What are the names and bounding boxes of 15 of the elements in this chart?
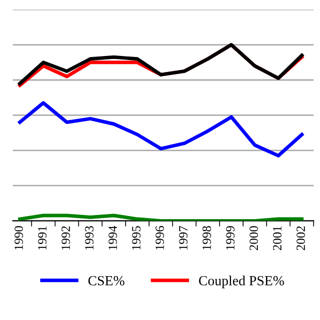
x-tick-label: 2000 (250, 226, 258, 250)
x-tick-label: 1990 (14, 226, 23, 250)
x-tick-label: 1996 (156, 226, 164, 250)
x-tick-label: 2001 (273, 226, 282, 250)
x-tick-label: 1999 (226, 226, 234, 250)
x-tick-label: 1992 (62, 226, 70, 250)
x-tick-label: 1995 (132, 226, 140, 250)
x-tick-label: 2002 (296, 226, 305, 250)
x-tick-label: 1991 (38, 226, 46, 250)
x-tick-label: 1998 (202, 226, 211, 250)
x-tick-label: 1997 (179, 226, 188, 250)
legend-label: Coupled PSE% (198, 276, 284, 288)
legend-label: CSE% (88, 276, 124, 286)
x-tick-label: 1994 (108, 226, 117, 250)
x-tick-label: 1993 (85, 226, 94, 250)
